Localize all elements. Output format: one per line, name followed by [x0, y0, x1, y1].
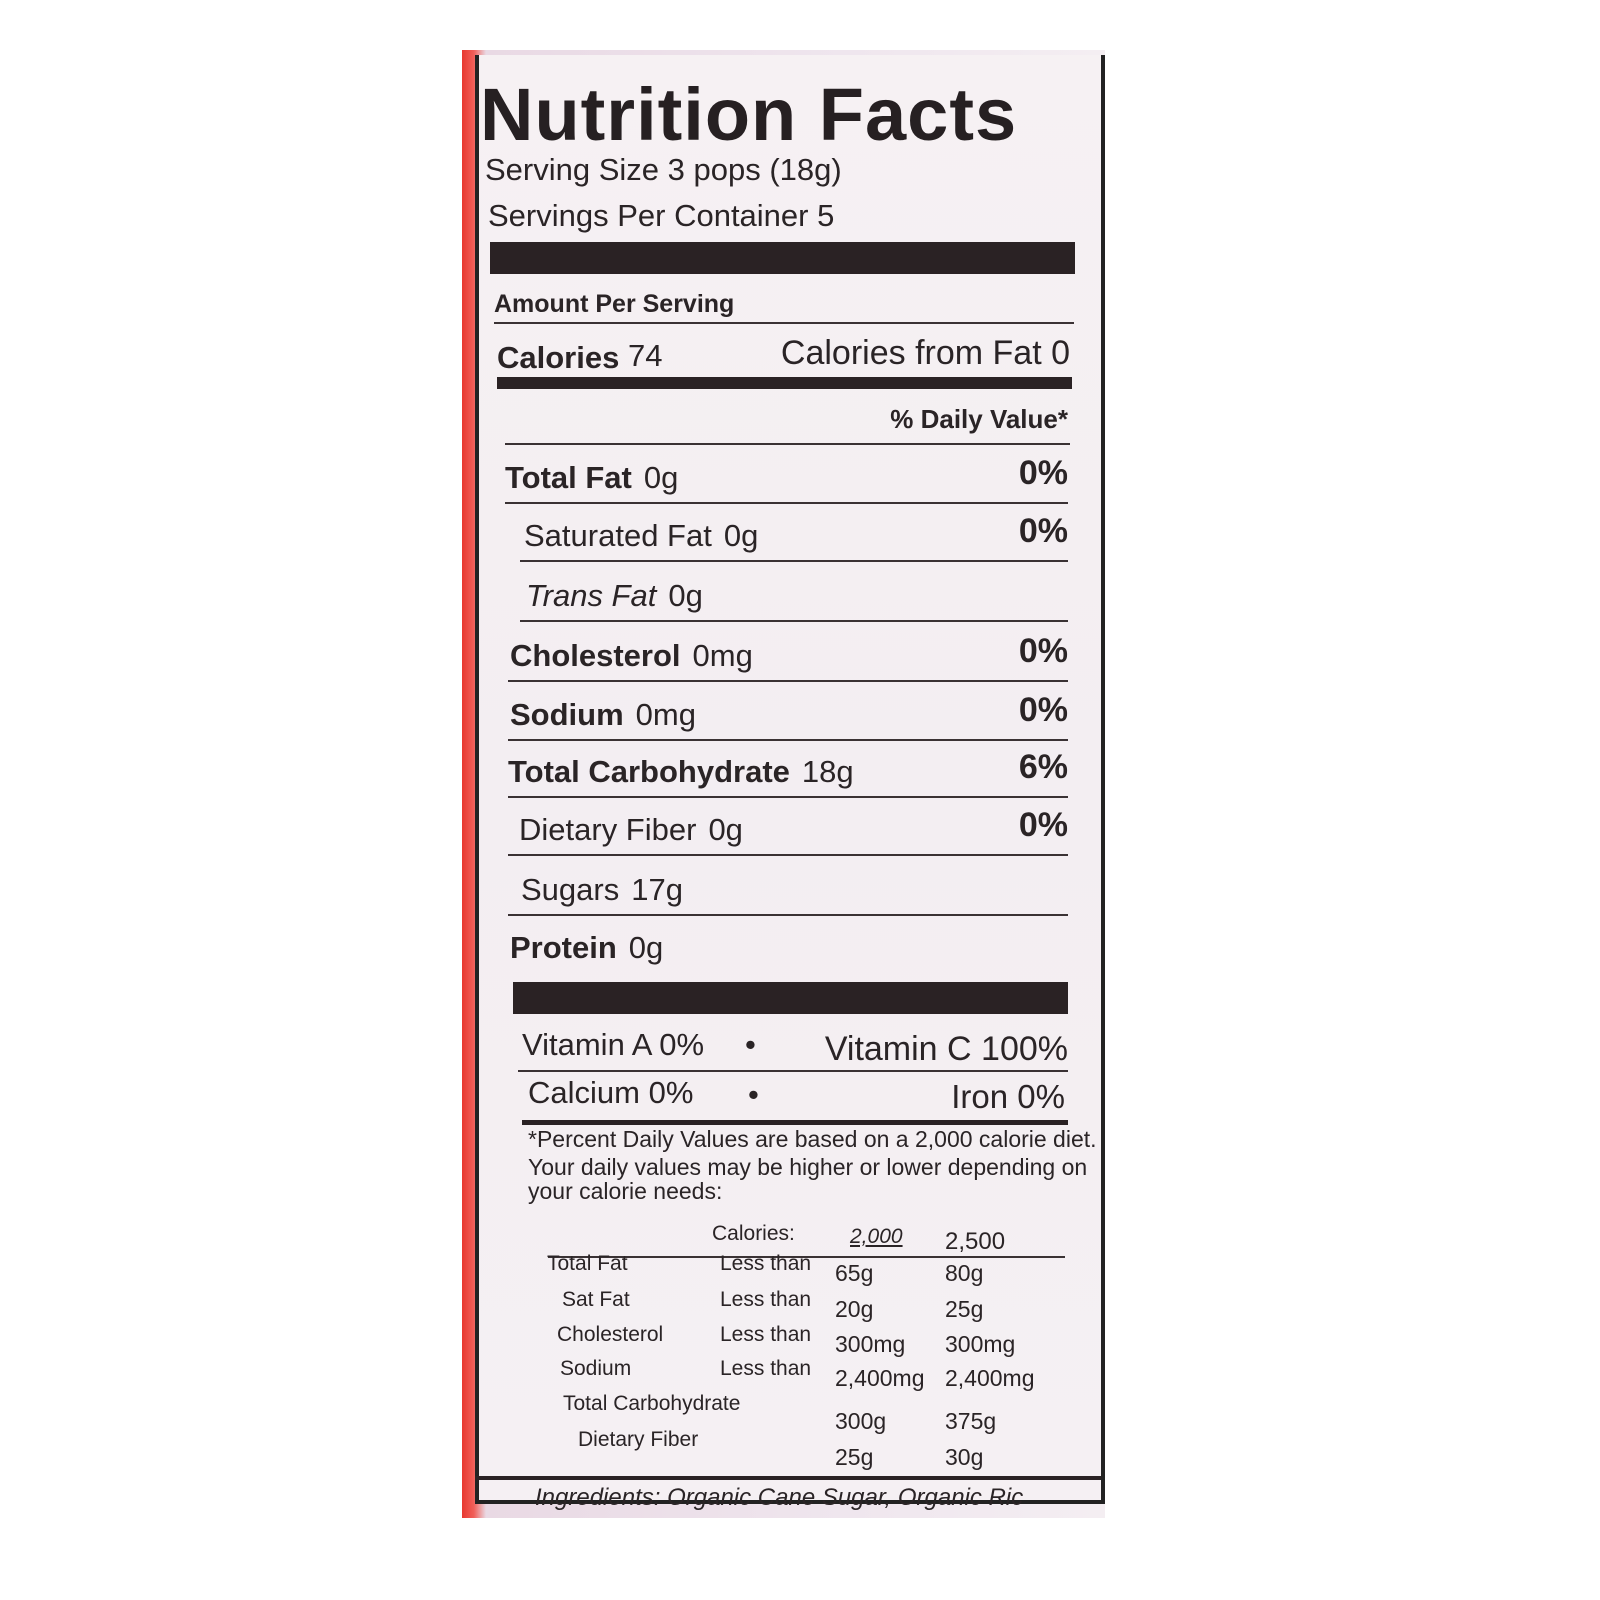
- nutrient-row: Dietary Fiber 0g: [519, 812, 743, 848]
- nutrition-label: [475, 55, 1105, 1504]
- dv-2000-value: 2,400mg: [835, 1365, 925, 1391]
- daily-value-header: % Daily Value*: [890, 404, 1068, 434]
- dv-2500-value: 300mg: [945, 1331, 1016, 1357]
- medium-divider: [497, 377, 1072, 389]
- nutrient-name: Sodium: [510, 697, 624, 732]
- dv-header-2500: 2,500: [945, 1228, 1006, 1255]
- calories-label: Calories: [497, 340, 620, 375]
- divider: [522, 1120, 1068, 1125]
- servings-per-container: Servings Per Container 5: [488, 198, 835, 233]
- dv-nutrient: Sat Fat: [562, 1288, 630, 1311]
- bullet: •: [748, 1077, 759, 1112]
- nutrient-row: Total Fat 0g: [505, 460, 678, 496]
- nutrient-name: Sugars: [521, 872, 620, 907]
- nutrient-name: Protein: [510, 930, 617, 965]
- dv-qualifier: Less than: [720, 1357, 812, 1380]
- nutrient-amount: 0g: [628, 930, 664, 965]
- nutrient-amount: 0g: [643, 460, 679, 495]
- nutrient-amount: 0g: [668, 578, 703, 613]
- calories-from-fat: Calories from Fat 0: [780, 334, 1070, 372]
- footnote-line: your calorie needs:: [528, 1178, 723, 1204]
- nutrient-daily-value: 0%: [1018, 454, 1068, 492]
- nutrient-amount: 0g: [708, 812, 743, 847]
- calories-value: 74: [628, 338, 663, 373]
- nutrient-row: Total Carbohydrate 18g: [508, 754, 854, 790]
- calcium: Calcium 0%: [528, 1075, 694, 1110]
- divider: [508, 739, 1068, 741]
- dv-2500-value: 375g: [945, 1408, 997, 1434]
- iron: Iron 0%: [951, 1078, 1065, 1115]
- divider: [508, 680, 1068, 682]
- dv-qualifier: Less than: [720, 1252, 812, 1275]
- dv-qualifier: Less than: [720, 1323, 812, 1346]
- nutrient-daily-value: 0%: [1018, 512, 1068, 550]
- nutrient-daily-value: 0%: [1018, 691, 1068, 729]
- divider: [505, 443, 1070, 445]
- thick-divider: [490, 242, 1075, 274]
- nutrient-daily-value: 6%: [1018, 748, 1068, 786]
- nutrient-name: Cholesterol: [510, 638, 681, 673]
- dv-header-2000: 2,000: [850, 1225, 903, 1248]
- divider: [518, 1070, 1068, 1072]
- nutrient-row: Cholesterol 0mg: [510, 638, 753, 674]
- amount-per-serving: Amount Per Serving: [494, 290, 735, 318]
- nutrient-name: Trans Fat: [526, 578, 657, 613]
- dv-nutrient: Dietary Fiber: [578, 1428, 699, 1451]
- nutrient-name: Dietary Fiber: [519, 812, 697, 847]
- nutrient-row: Protein 0g: [510, 930, 663, 966]
- dv-2000-value: 25g: [835, 1444, 874, 1470]
- serving-size: Serving Size 3 pops (18g): [485, 152, 842, 187]
- divider: [505, 502, 1068, 504]
- dv-2500-value: 2,400mg: [945, 1365, 1035, 1391]
- nutrient-row: Saturated Fat 0g: [524, 518, 758, 554]
- divider: [494, 322, 1074, 324]
- dv-nutrient: Total Fat: [547, 1252, 628, 1275]
- nutrient-name: Saturated Fat: [524, 518, 712, 553]
- nutrient-name: Total Carbohydrate: [508, 754, 790, 789]
- dv-2000-value: 300mg: [835, 1331, 906, 1357]
- nutrient-daily-value: 0%: [1018, 806, 1068, 844]
- nutrient-daily-value: 0%: [1018, 632, 1068, 670]
- dv-2500-value: 80g: [945, 1260, 984, 1286]
- dv-qualifier: Less than: [720, 1288, 812, 1311]
- dv-2000-value: 20g: [835, 1296, 874, 1322]
- nutrient-amount: 0mg: [635, 697, 696, 732]
- dv-header-calories: Calories:: [712, 1222, 795, 1245]
- bullet: •: [745, 1027, 756, 1062]
- nutrient-amount: 0mg: [692, 638, 753, 673]
- divider: [520, 620, 1068, 622]
- dv-2500-value: 30g: [945, 1444, 984, 1470]
- nutrient-amount: 0g: [723, 518, 759, 553]
- nutrient-amount: 17g: [631, 872, 683, 907]
- dv-2000-value: 65g: [835, 1260, 874, 1286]
- dv-2500-value: 25g: [945, 1296, 984, 1322]
- nutrient-row: Sugars 17g: [521, 872, 683, 908]
- dv-2000-value: 300g: [835, 1408, 887, 1434]
- ingredients: Ingredients: Organic Cane Sugar, Organic…: [535, 1484, 1024, 1511]
- divider: [520, 560, 1068, 562]
- label-bottom-border: [475, 1476, 1101, 1480]
- footnote-line: *Percent Daily Values are based on a 2,0…: [528, 1126, 1097, 1152]
- dv-nutrient: Sodium: [560, 1357, 632, 1380]
- thick-divider: [513, 982, 1068, 1014]
- footnote-line: Your daily values may be higher or lower…: [528, 1154, 1088, 1180]
- dv-nutrient: Total Carbohydrate: [563, 1392, 741, 1415]
- vitamin-c: Vitamin C 100%: [824, 1030, 1068, 1068]
- nutrient-row: Sodium 0mg: [510, 697, 696, 733]
- nutrient-amount: 18g: [801, 754, 854, 789]
- dv-nutrient: Cholesterol: [557, 1323, 664, 1346]
- vitamin-a: Vitamin A 0%: [522, 1027, 705, 1062]
- divider: [508, 914, 1068, 916]
- nutrient-row: Trans Fat 0g: [526, 578, 703, 614]
- divider: [508, 854, 1068, 856]
- label-title: Nutrition Facts: [480, 73, 1018, 156]
- divider: [548, 1256, 1065, 1258]
- nutrient-name: Total Fat: [505, 460, 632, 495]
- divider: [508, 796, 1068, 798]
